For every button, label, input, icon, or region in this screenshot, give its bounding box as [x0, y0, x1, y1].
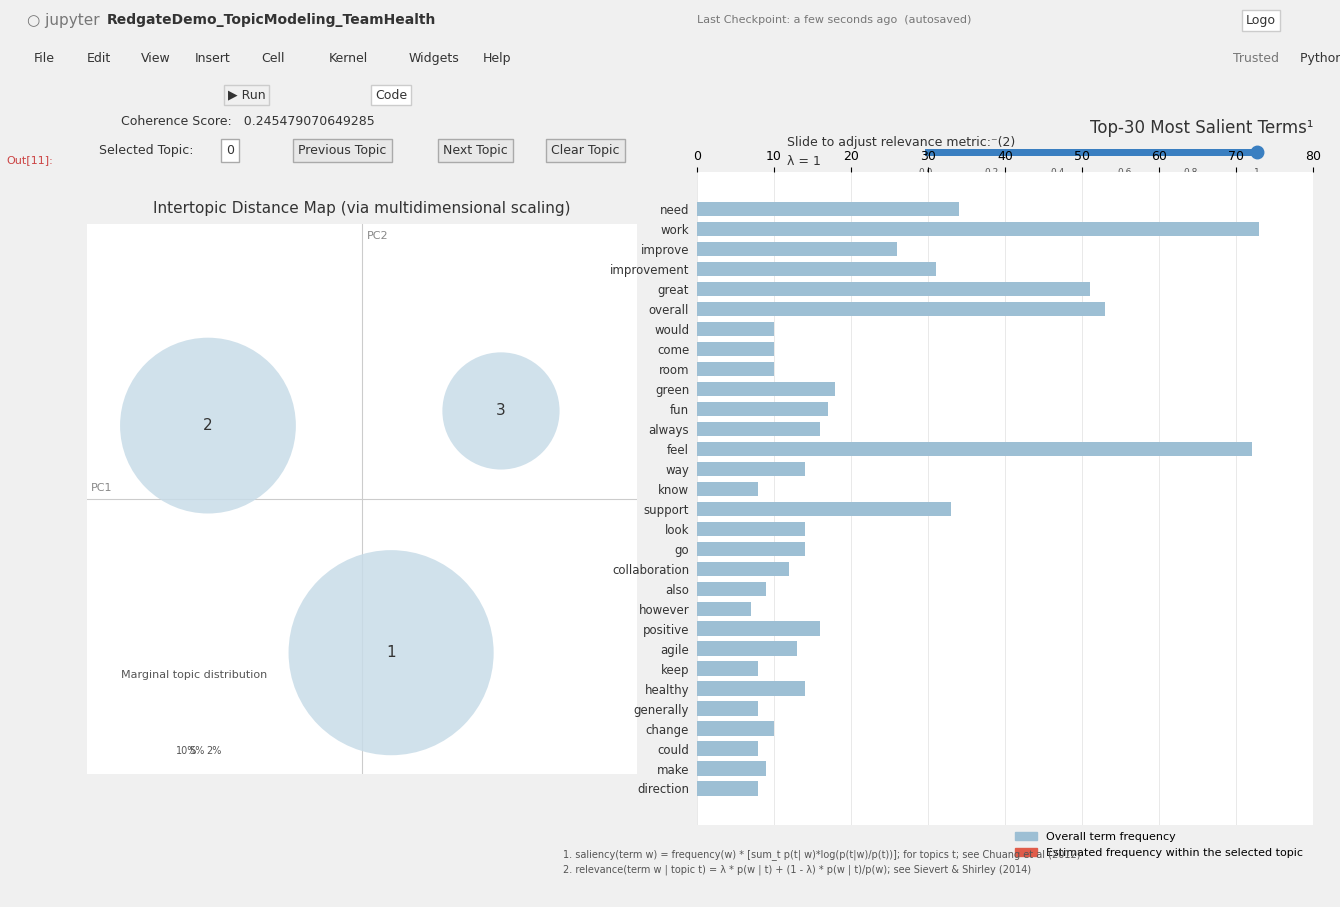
Text: Kernel: Kernel: [328, 53, 367, 65]
Bar: [697, 541, 804, 556]
Title: Intertopic Distance Map (via multidimensional scaling): Intertopic Distance Map (via multidimens…: [153, 201, 571, 216]
Bar: [697, 601, 750, 616]
Bar: [697, 342, 775, 356]
Bar: [697, 402, 828, 416]
Bar: [697, 721, 775, 736]
Text: View: View: [141, 53, 170, 65]
Bar: [697, 302, 1106, 317]
Text: Insert: Insert: [194, 53, 230, 65]
Circle shape: [121, 337, 296, 513]
Text: Last Checkpoint: a few seconds ago  (autosaved): Last Checkpoint: a few seconds ago (auto…: [697, 15, 972, 25]
Text: 0.8: 0.8: [1183, 168, 1198, 177]
Bar: [697, 202, 959, 217]
Bar: [697, 322, 775, 336]
Text: 1: 1: [1254, 168, 1260, 177]
Text: 0: 0: [225, 143, 233, 157]
Text: ○ jupyter: ○ jupyter: [27, 13, 99, 28]
Text: 2%: 2%: [206, 746, 222, 756]
Text: RedgateDemo_TopicModeling_TeamHealth: RedgateDemo_TopicModeling_TeamHealth: [107, 14, 437, 27]
Bar: [697, 222, 1260, 237]
Text: Edit: Edit: [87, 53, 111, 65]
Text: 1. saliency(term w) = frequency(w) * [sum_t p(t| w)*log(p(t|w)/p(t))]; for topic: 1. saliency(term w) = frequency(w) * [su…: [563, 849, 1080, 860]
Text: ▶ Run: ▶ Run: [228, 89, 265, 102]
Bar: [697, 482, 758, 496]
Text: 0.4: 0.4: [1051, 168, 1065, 177]
Bar: [697, 681, 804, 696]
Bar: [697, 522, 804, 536]
Text: Selected Topic:: Selected Topic:: [99, 143, 194, 157]
Bar: [697, 242, 898, 257]
Text: Logo: Logo: [1246, 14, 1276, 27]
Bar: [697, 581, 766, 596]
Bar: [697, 741, 758, 756]
Legend: Overall term frequency, Estimated frequency within the selected topic: Overall term frequency, Estimated freque…: [1010, 828, 1308, 863]
Bar: [697, 462, 804, 476]
Text: Widgets: Widgets: [409, 53, 460, 65]
Bar: [697, 282, 1089, 297]
Bar: [697, 641, 797, 656]
Bar: [697, 502, 951, 516]
Bar: [697, 382, 836, 396]
Bar: [926, 149, 1257, 156]
Text: Next Topic: Next Topic: [444, 143, 508, 157]
Text: File: File: [34, 53, 55, 65]
Text: 10%: 10%: [176, 746, 197, 756]
Text: 1: 1: [386, 645, 395, 660]
Bar: [697, 701, 758, 716]
Text: PC2: PC2: [367, 231, 389, 241]
Bar: [697, 422, 820, 436]
Text: Clear Topic: Clear Topic: [552, 143, 620, 157]
Text: Python 3: Python 3: [1300, 53, 1340, 65]
Text: Marginal topic distribution: Marginal topic distribution: [121, 670, 267, 680]
Text: 2: 2: [204, 418, 213, 434]
Text: PC1: PC1: [91, 483, 113, 493]
Text: 0.2: 0.2: [985, 168, 998, 177]
Text: 5%: 5%: [189, 746, 205, 756]
Bar: [697, 621, 820, 636]
Bar: [697, 761, 766, 775]
Text: Top-30 Most Salient Terms¹: Top-30 Most Salient Terms¹: [1089, 120, 1313, 138]
Text: Previous Topic: Previous Topic: [299, 143, 386, 157]
Text: Code: Code: [375, 89, 407, 102]
Text: Out[11]:: Out[11]:: [7, 155, 54, 165]
Text: Trusted: Trusted: [1233, 53, 1278, 65]
Circle shape: [442, 352, 560, 470]
Text: λ = 1: λ = 1: [787, 155, 820, 169]
Text: Coherence Score:   0.245479070649285: Coherence Score: 0.245479070649285: [121, 115, 374, 128]
Circle shape: [288, 551, 493, 756]
Bar: [697, 362, 775, 376]
Text: Cell: Cell: [261, 53, 285, 65]
Text: Help: Help: [482, 53, 511, 65]
Text: 0.0: 0.0: [918, 168, 933, 177]
Text: 3: 3: [496, 404, 507, 418]
Text: Slide to adjust relevance metric:⁻(2): Slide to adjust relevance metric:⁻(2): [787, 136, 1014, 150]
Bar: [697, 661, 758, 676]
Bar: [697, 781, 758, 795]
Text: 0.6: 0.6: [1118, 168, 1131, 177]
Bar: [697, 262, 935, 277]
Bar: [697, 561, 789, 576]
Bar: [697, 442, 1252, 456]
Text: 2. relevance(term w | topic t) = λ * p(w | t) + (1 - λ) * p(w | t)/p(w); see Sie: 2. relevance(term w | topic t) = λ * p(w…: [563, 864, 1030, 875]
